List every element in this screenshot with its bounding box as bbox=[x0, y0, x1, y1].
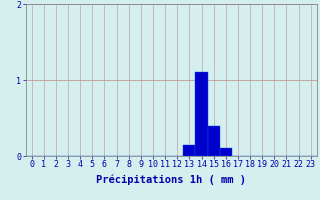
Bar bbox=[208, 126, 220, 156]
Bar bbox=[183, 145, 196, 156]
Bar bbox=[196, 72, 208, 156]
X-axis label: Précipitations 1h ( mm ): Précipitations 1h ( mm ) bbox=[96, 175, 246, 185]
Bar bbox=[220, 148, 232, 156]
